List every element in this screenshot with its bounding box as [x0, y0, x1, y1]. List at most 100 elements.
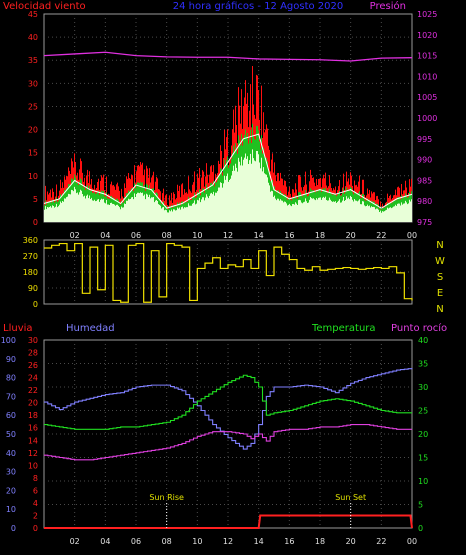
wind-speed-tick-label: 30 [28, 79, 38, 88]
humidity-tick-label: 30 [6, 468, 16, 477]
chart-title: 24 hora gráficos - 12 Agosto 2020 [173, 0, 344, 12]
climate-hour-label: 02 [70, 537, 80, 546]
pressure-tick-label: 975 [417, 218, 432, 227]
rain-tick-label: 2 [33, 511, 38, 520]
wind-direction-line [44, 242, 413, 303]
direction-panel-grid [44, 240, 412, 304]
wind-marks [43, 51, 413, 222]
pressure-tick-label: 990 [417, 156, 432, 165]
sun-marker-label: Sun Set [335, 493, 366, 502]
climate-hour-label: 08 [162, 537, 172, 546]
climate-hour-label: 00 [407, 537, 417, 546]
wind-hour-label: 06 [131, 231, 141, 240]
temperature-tick-label: 15 [418, 454, 428, 463]
compass-letter: W [435, 256, 445, 267]
rain-line [44, 514, 413, 529]
humidity-tick-label: 40 [6, 449, 16, 458]
temperature-tick-label: 5 [418, 501, 423, 510]
rain-tick-label: 8 [33, 474, 38, 483]
humidity-line [44, 368, 413, 450]
wind-hour-label: 18 [315, 231, 325, 240]
rain-tick-label: 14 [28, 436, 38, 445]
wind-hour-axis: 02 04 06 08 10 12 14 16 18 20 22 00 [70, 231, 418, 240]
temperature-tick-label: 40 [418, 336, 428, 345]
compass-letter: S [437, 272, 443, 283]
pressure-line [43, 51, 413, 62]
wind-speed-tick-label: 45 [28, 10, 38, 19]
pressure-axis: 975 980 985 990 995 1000 1005 1010 1015 1020 1025 [417, 10, 437, 227]
pressure-tick-label: 1025 [417, 10, 437, 19]
climate-hour-label: 16 [284, 537, 294, 546]
direction-degree-label: 180 [23, 268, 38, 277]
wind-hour-label: 14 [254, 231, 264, 240]
pressure-tick-label: 1020 [417, 31, 437, 40]
temperature-tick-label: 20 [418, 430, 428, 439]
humidity-tick-label: 80 [6, 374, 16, 383]
wind-hour-label: 20 [346, 231, 356, 240]
dewpoint-axis-title: Punto rocío [391, 322, 447, 334]
compass-letter: E [437, 288, 443, 299]
wind-hour-label: 12 [223, 231, 233, 240]
direction-degree-label: 0 [33, 300, 38, 309]
humidity-tick-label: 10 [6, 505, 16, 514]
rain-tick-label: 16 [28, 424, 38, 433]
wind-speed-tick-label: 40 [28, 33, 38, 42]
direction-marks [44, 242, 413, 303]
rain-axis-title: Lluvia [3, 323, 33, 334]
humidity-axis-title: Humedad [66, 323, 115, 334]
wind-speed-tick-label: 5 [33, 195, 38, 204]
wind-hour-label: 22 [376, 231, 386, 240]
temperature-tick-label: 0 [418, 524, 423, 533]
climate-hour-label: 12 [223, 537, 233, 546]
wind-speed-tick-label: 25 [28, 102, 38, 111]
wind-hour-label: 10 [192, 231, 202, 240]
rain-tick-label: 30 [28, 336, 38, 345]
temperature-tick-label: 35 [418, 360, 428, 369]
humidity-tick-label: 100 [1, 336, 16, 345]
climate-hour-label: 14 [254, 537, 264, 546]
rain-tick-label: 22 [28, 386, 38, 395]
wind-hour-label: 04 [100, 231, 110, 240]
wind-axis-title: Velocidad viento [3, 1, 86, 12]
humidity-tick-label: 0 [11, 524, 16, 533]
temperature-axis-title: Temperatura [311, 323, 376, 334]
rain-tick-label: 12 [28, 449, 38, 458]
wind-speed-tick-label: 35 [28, 56, 38, 65]
wind-hour-label: 02 [70, 231, 80, 240]
climate-hour-label: 04 [100, 537, 110, 546]
rain-tick-label: 24 [28, 374, 38, 383]
direction-degree-label: 270 [23, 252, 38, 261]
pressure-tick-label: 1005 [417, 93, 437, 102]
humidity-tick-label: 20 [6, 486, 16, 495]
humidity-tick-label: 90 [6, 355, 16, 364]
humidity-tick-label: 60 [6, 411, 16, 420]
wind-hour-label: 16 [284, 231, 294, 240]
rain-tick-label: 26 [28, 361, 38, 370]
pressure-tick-label: 995 [417, 135, 432, 144]
humidity-tick-label: 70 [6, 392, 16, 401]
direction-degree-label: 360 [23, 236, 38, 245]
rain-tick-label: 0 [33, 524, 38, 533]
sun-marker-label: Sun Rise [149, 493, 184, 502]
direction-degrees-axis: 0 90 180 270 360 [23, 236, 38, 309]
temperature-line [44, 374, 412, 430]
compass-letter: N [436, 240, 443, 251]
pressure-tick-label: 985 [417, 176, 432, 185]
climate-marks [44, 368, 413, 529]
humidity-axis: 0 10 20 30 40 50 60 70 80 90 100 [1, 336, 16, 533]
wind-speed-axis: 0 5 10 15 20 25 30 35 40 45 [28, 10, 38, 227]
climate-hour-label: 06 [131, 537, 141, 546]
wind-speed-tick-label: 15 [28, 149, 38, 158]
humidity-tick-label: 50 [6, 430, 16, 439]
compass-letter: N [436, 304, 443, 315]
rain-tick-label: 20 [28, 399, 38, 408]
rain-tick-label: 18 [28, 411, 38, 420]
climate-hour-label: 22 [376, 537, 386, 546]
wind-speed-tick-label: 20 [28, 126, 38, 135]
temperature-tick-label: 30 [418, 383, 428, 392]
